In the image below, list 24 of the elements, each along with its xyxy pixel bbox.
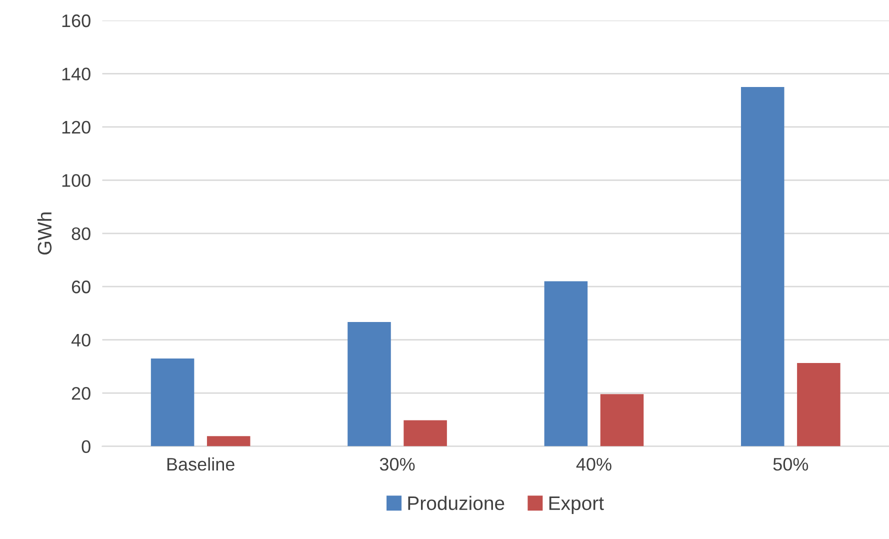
y-tick-label: 160 [62, 14, 90, 28]
bar [348, 322, 391, 446]
y-tick-label: 60 [72, 280, 90, 294]
legend-label: Export [549, 496, 604, 514]
y-tick-label: 0 [82, 440, 90, 454]
bar [740, 87, 784, 446]
bar [404, 420, 447, 446]
bar [797, 362, 840, 446]
bar [150, 358, 194, 446]
y-axis-title: GWh [37, 212, 52, 255]
legend-label: Produzione [408, 496, 504, 510]
y-tick-label: 140 [62, 68, 90, 80]
x-tick-label: 50% [773, 458, 808, 471]
y-tick-label: 80 [72, 227, 90, 240]
bar [544, 281, 588, 446]
bar [600, 394, 644, 446]
y-tick-label: 20 [72, 387, 90, 400]
x-tick-label: Baseline [167, 457, 234, 471]
y-tick-label: 100 [62, 174, 90, 187]
x-tick-label: 40% [576, 458, 612, 471]
x-tick-label: 30% [380, 458, 415, 471]
bar [206, 436, 250, 446]
y-tick-label: 40 [71, 334, 90, 347]
y-tick-label: 120 [62, 120, 90, 134]
